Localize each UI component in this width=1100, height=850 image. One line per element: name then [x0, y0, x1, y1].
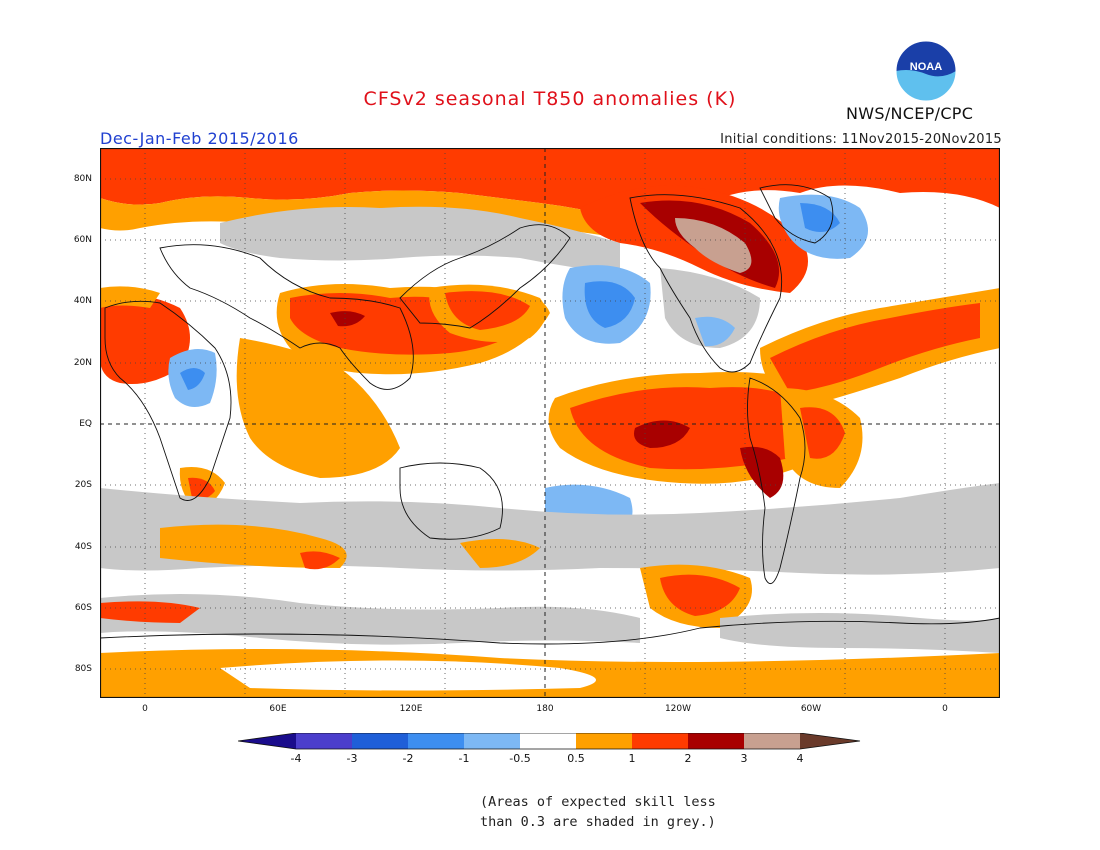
lat-label-20s: 20S [74, 480, 92, 490]
skill-footnote: (Areas of expected skill less than 0.3 a… [480, 792, 740, 832]
lon-label-60w: 60W [800, 704, 822, 714]
colorbar-p3-p4 [744, 733, 800, 749]
initial-conditions-label: Initial conditions: 11Nov2015-20Nov2015 [720, 132, 1002, 147]
colorbar-p1-p2 [632, 733, 688, 749]
colorbar-p2-p3 [688, 733, 744, 749]
anomaly-map [99, 147, 1001, 702]
colorbar-neutral [520, 733, 576, 749]
skill-footnote-line1: (Areas of expected skill less [480, 794, 716, 810]
colorbar-label-minus2: -2 [402, 752, 414, 765]
colorbar-label-p3: 3 [740, 752, 748, 765]
north-america-outline [629, 194, 783, 373]
colorbar-label-minus1: -1 [458, 752, 470, 765]
colorbar-label-p4: 4 [796, 752, 804, 765]
colorbar-label-p2: 2 [684, 752, 692, 765]
lat-label-20n: 20N [73, 358, 92, 368]
lat-label-eq: EQ [79, 419, 92, 429]
colorbar-gt-p4 [800, 733, 860, 749]
lon-label-120e: 120E [399, 704, 423, 714]
lat-label-40n: 40N [73, 296, 92, 306]
colorbar-label-minus4: -4 [290, 752, 302, 765]
colorbar-label-p1: 1 [628, 752, 636, 765]
colorbar-label-minus3: -3 [346, 752, 358, 765]
graticule [100, 148, 1000, 698]
australia-outline [399, 462, 503, 540]
colorbar-label-p05: 0.5 [567, 752, 585, 765]
colorbar-minus1-minus05 [464, 733, 520, 749]
lat-label-80s: 80S [74, 664, 92, 674]
lon-label-60e: 60E [269, 704, 287, 714]
lat-label-60s: 60S [74, 603, 92, 613]
lon-label-180: 180 [536, 704, 554, 714]
map-shading [100, 148, 1000, 698]
noaa-logo: NOAA [895, 40, 957, 106]
greenland-outline [759, 184, 834, 244]
south-america-outline [747, 377, 806, 585]
agency-label: NWS/NCEP/CPC [846, 104, 974, 123]
lat-label-40s: 40S [74, 542, 92, 552]
eurasia-outline [159, 244, 414, 390]
skill-footnote-line2: than 0.3 are shaded in grey.) [480, 814, 716, 830]
colorbar-lt-minus4 [238, 733, 296, 749]
colorbar-minus4-minus3 [296, 733, 352, 749]
lon-label-0: 0 [142, 704, 148, 714]
colorbar-minus2-minus1 [408, 733, 464, 749]
lon-label-120w: 120W [664, 704, 692, 714]
colorbar [237, 732, 862, 757]
africa-outline [104, 300, 232, 501]
lat-label-80n: 80N [73, 174, 92, 184]
colorbar-minus3-minus2 [352, 733, 408, 749]
colorbar-label-minus05: -0.5 [509, 752, 531, 765]
coastlines [99, 184, 1001, 645]
map-frame [99, 147, 1001, 699]
lat-label-60n: 60N [73, 235, 92, 245]
colorbar-p05-p1 [576, 733, 632, 749]
lon-label-0-east: 0 [942, 704, 948, 714]
noaa-logo-text: NOAA [910, 61, 942, 73]
chart-title: CFSv2 seasonal T850 anomalies (K) [363, 88, 737, 110]
season-label: Dec-Jan-Feb 2015/2016 [100, 129, 299, 148]
